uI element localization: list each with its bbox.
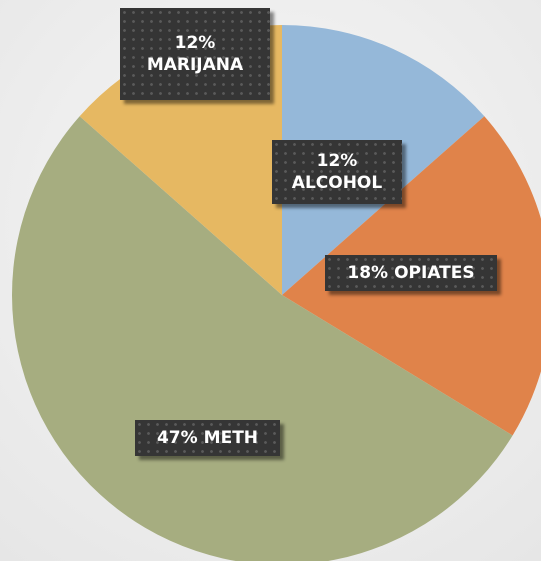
category-label: ALCOHOL	[291, 173, 383, 193]
value-label: 12%	[174, 33, 216, 53]
value-label: 18%	[347, 263, 389, 283]
value-label: 12%	[316, 151, 358, 171]
data-label: 12% ALCOHOL	[272, 140, 402, 204]
category-label: METH	[203, 428, 259, 448]
data-label: 18% OPIATES	[325, 255, 497, 291]
category-label: MARIJANA	[146, 55, 244, 75]
category-label: OPIATES	[394, 263, 475, 283]
data-label: 47% METH	[135, 420, 280, 456]
value-label: 47%	[156, 428, 198, 448]
data-label: 12% MARIJANA	[120, 8, 270, 100]
